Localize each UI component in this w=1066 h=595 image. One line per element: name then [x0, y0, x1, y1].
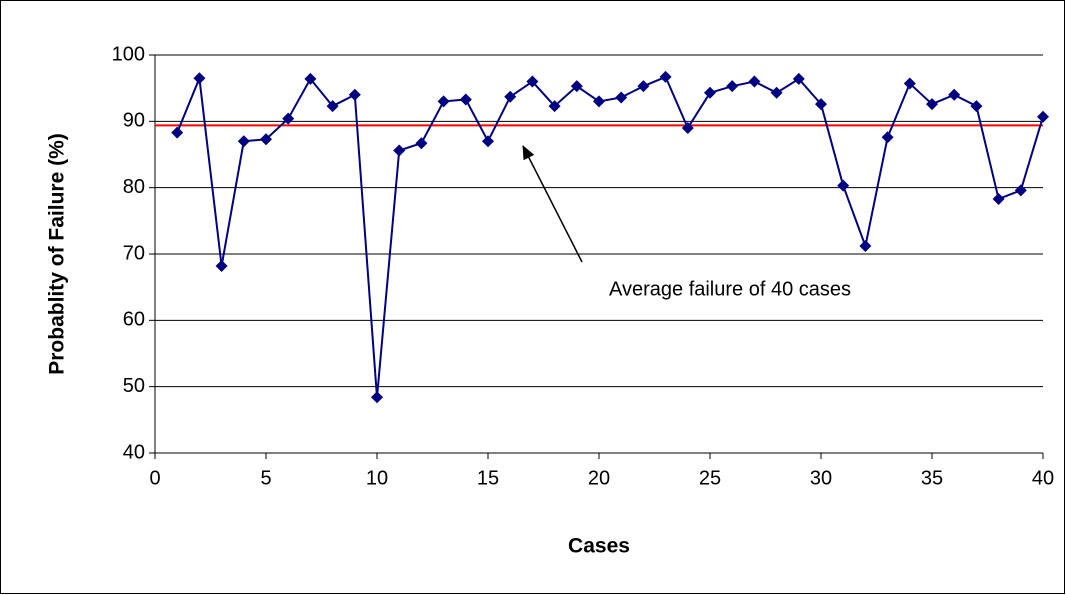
- data-point: [992, 192, 1005, 205]
- y-tick-label: 70: [123, 242, 145, 264]
- annotation: Average failure of 40 cases: [609, 278, 851, 300]
- data-point: [215, 259, 228, 272]
- data-point: [570, 80, 583, 93]
- series-line: [176, 75, 1044, 398]
- data-point: [437, 95, 450, 108]
- y-tick-label: 60: [123, 309, 145, 331]
- data-point: [415, 137, 428, 150]
- data-point: [815, 98, 827, 111]
- x-tick-label: 40: [1032, 467, 1054, 489]
- x-tick-label: 15: [477, 467, 499, 489]
- data-point: [970, 100, 983, 113]
- data-point: [459, 93, 472, 106]
- y-axis-title: Probablity of Failure (%): [46, 133, 69, 375]
- data-point: [171, 126, 184, 139]
- x-tick-label: 5: [260, 467, 271, 489]
- data-point: [681, 121, 694, 134]
- y-tick-label: 100: [112, 43, 145, 65]
- data-point: [748, 75, 761, 88]
- data-point: [881, 131, 894, 144]
- data-point: [482, 135, 494, 148]
- data-point: [1014, 184, 1027, 197]
- y-tick-label: 50: [123, 375, 145, 397]
- data-point: [237, 135, 250, 148]
- x-tick-label: 30: [810, 467, 832, 489]
- x-tick-label: 25: [699, 467, 721, 489]
- data-point: [926, 98, 938, 111]
- data-point: [726, 80, 739, 93]
- data-point: [282, 112, 295, 125]
- data-point: [348, 88, 361, 101]
- data-point: [548, 100, 561, 113]
- data-point: [393, 144, 406, 157]
- x-axis-title: Cases: [568, 535, 630, 558]
- y-tick-label: 40: [123, 441, 145, 463]
- x-tick-label: 0: [149, 467, 160, 489]
- y-tick-label: 90: [123, 110, 145, 132]
- data-point: [903, 77, 916, 90]
- y-tick-label: 80: [123, 176, 145, 198]
- annotation-arrow: [522, 145, 583, 263]
- data-point: [326, 100, 339, 113]
- data-point: [859, 240, 872, 253]
- data-point: [371, 391, 383, 404]
- data-point: [260, 133, 272, 146]
- data-point: [637, 80, 650, 93]
- x-tick-label: 35: [921, 467, 943, 489]
- data-point: [704, 86, 716, 99]
- data-point: [526, 75, 539, 88]
- data-point: [1037, 110, 1049, 123]
- data-point: [659, 70, 672, 83]
- data-point: [593, 95, 605, 108]
- x-tick-label: 10: [366, 467, 388, 489]
- x-tick-label: 20: [588, 467, 610, 489]
- data-point: [304, 72, 317, 85]
- data-point: [615, 91, 628, 104]
- data-point: [193, 72, 206, 85]
- data-point: [948, 88, 961, 101]
- data-point: [504, 90, 517, 103]
- data-point: [770, 86, 783, 99]
- data-point: [792, 72, 805, 85]
- data-point: [837, 179, 850, 192]
